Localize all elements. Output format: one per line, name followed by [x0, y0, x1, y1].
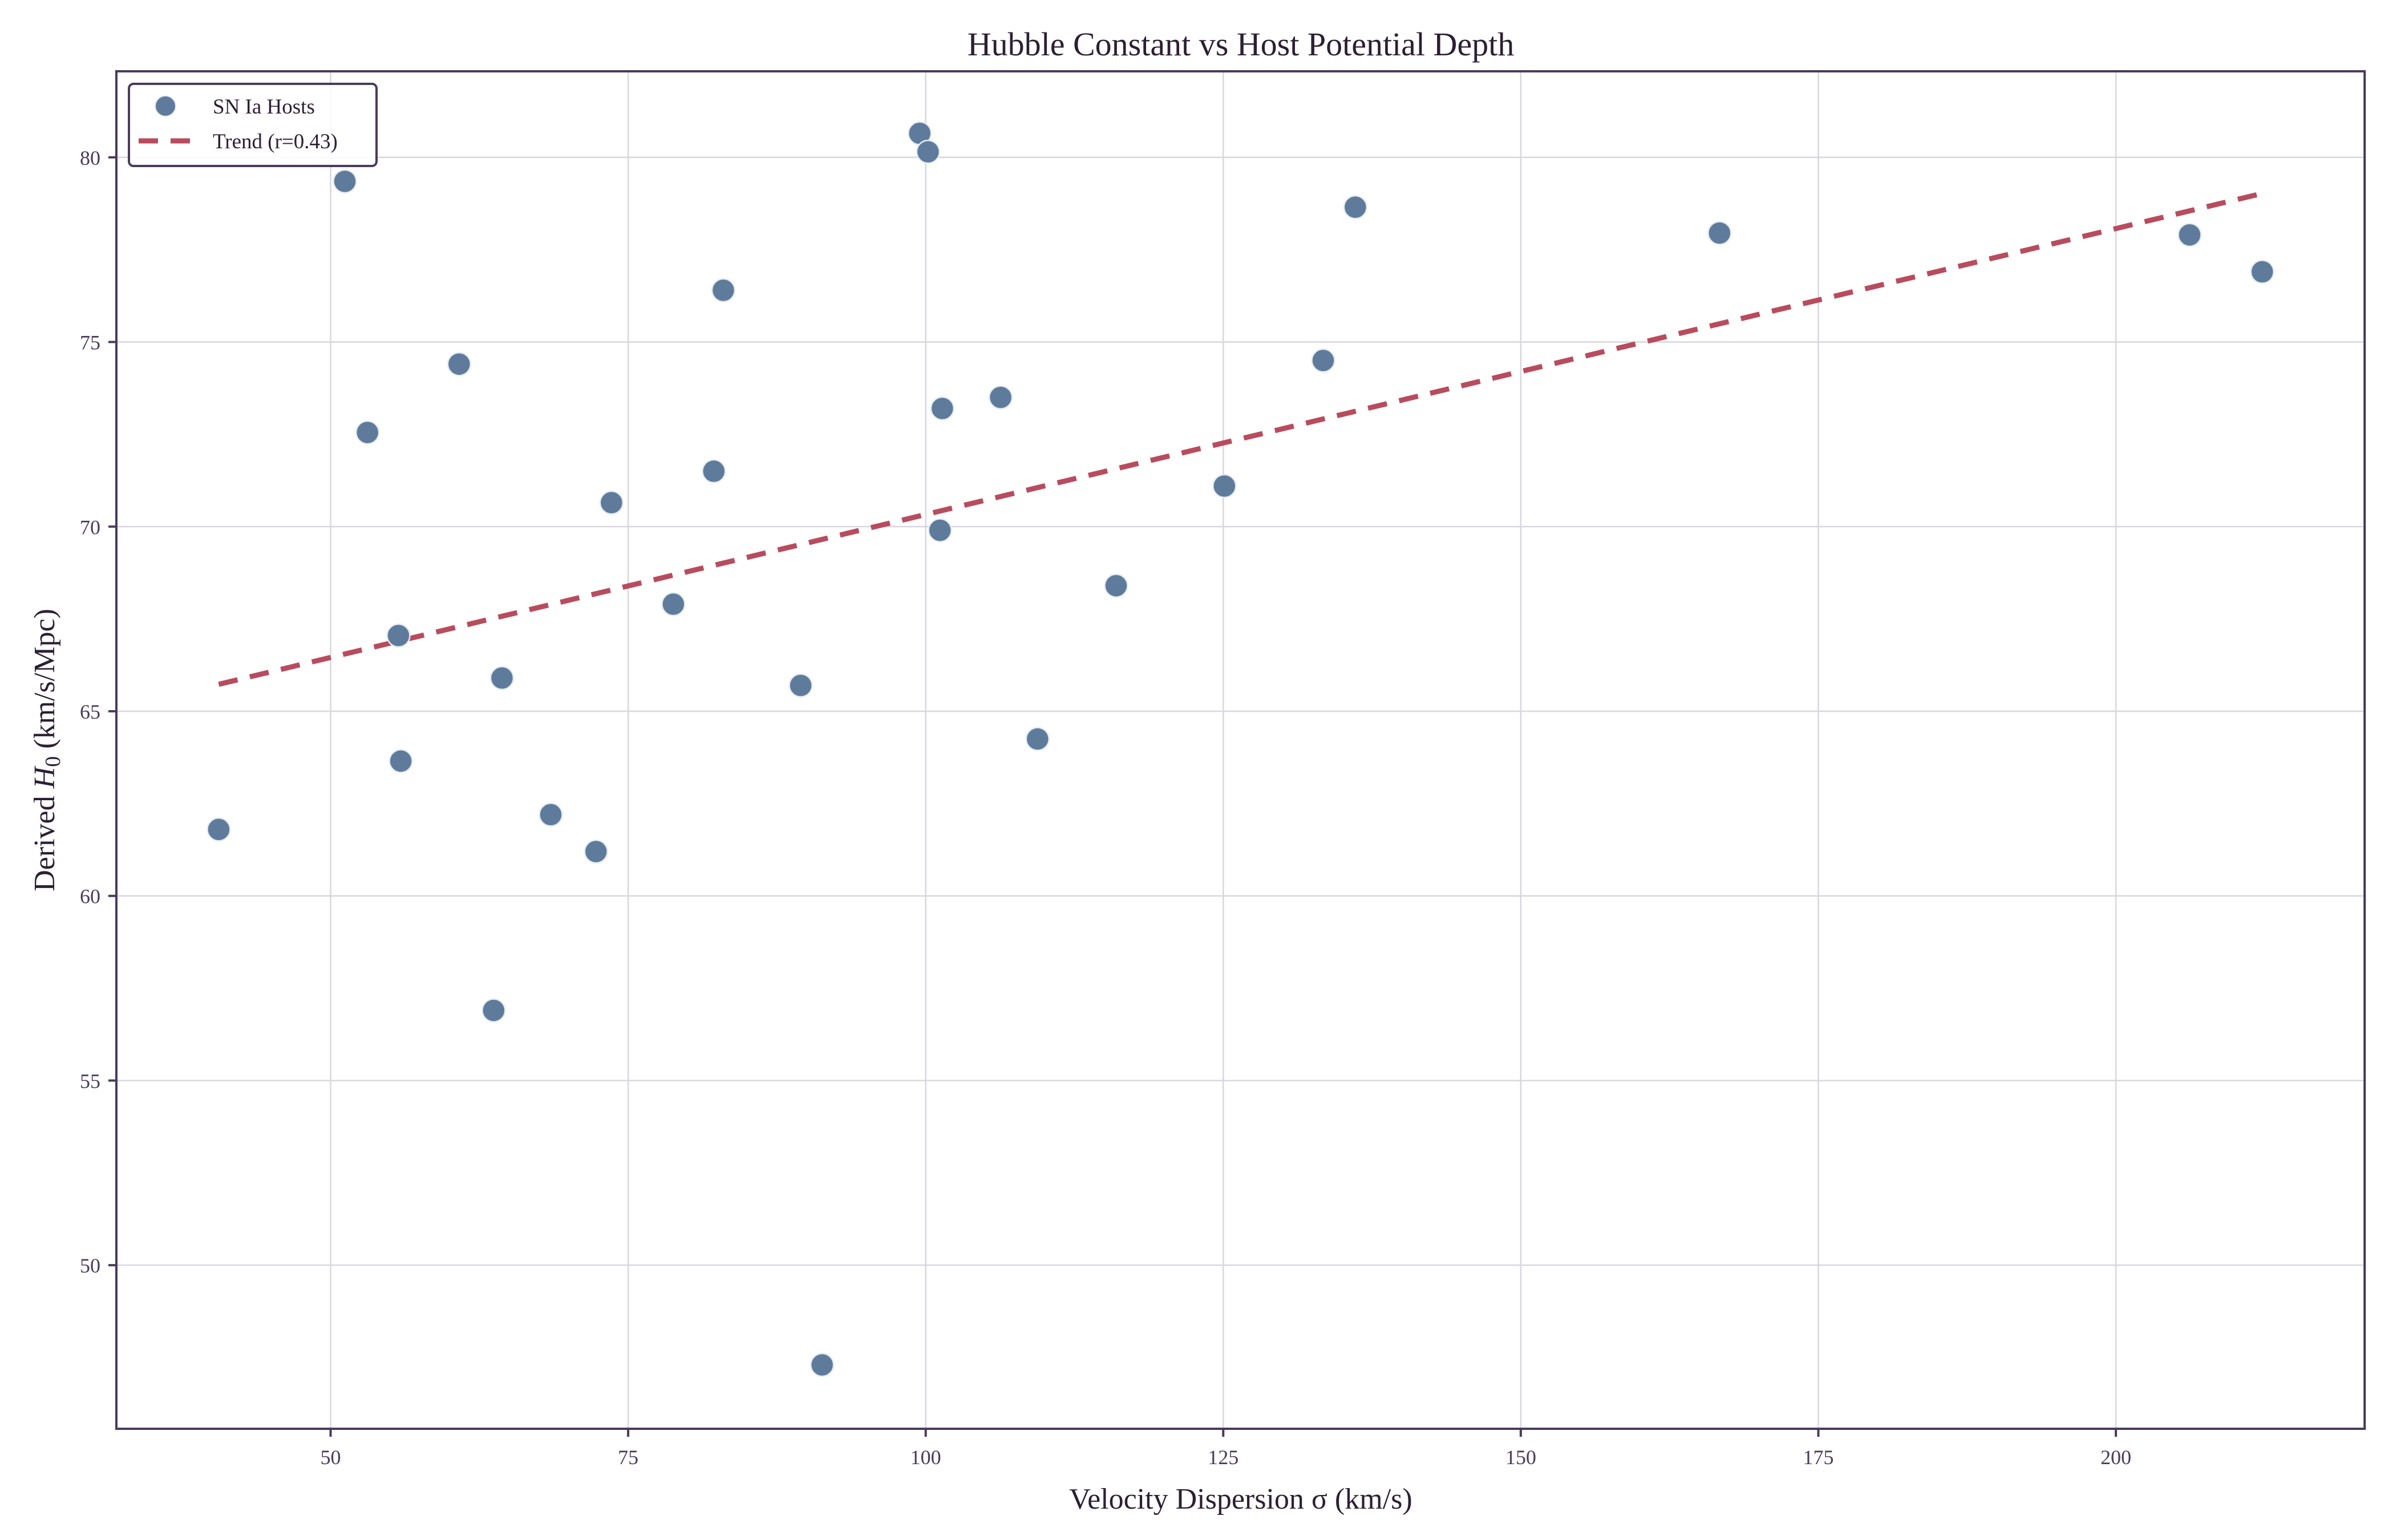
chart-title: Hubble Constant vs Host Potential Depth	[968, 26, 1515, 63]
x-tick-label: 175	[1803, 1446, 1834, 1469]
y-tick-label: 75	[80, 331, 100, 354]
data-point	[661, 592, 686, 617]
data-point	[355, 420, 380, 445]
data-point	[810, 1352, 835, 1377]
y-tick-label: 80	[80, 147, 100, 169]
y-tick-label: 60	[80, 885, 100, 908]
data-point	[599, 490, 624, 515]
x-tick-label: 125	[1208, 1446, 1239, 1469]
data-point	[788, 673, 813, 698]
data-point	[388, 749, 413, 773]
x-axis-ticks: 50 75 100 125 150 175 200	[321, 1429, 2131, 1469]
plot-frame	[115, 70, 2366, 1430]
data-point	[988, 385, 1013, 410]
data-point	[1707, 221, 1732, 245]
data-point	[2178, 222, 2202, 248]
legend: SN Ia Hosts Trend (r=0.43)	[128, 83, 378, 167]
legend-marker-icon	[155, 95, 176, 117]
data-point	[207, 817, 231, 842]
data-point	[1212, 473, 1237, 499]
x-axis-label-text: Velocity Dispersion σ (km/s)	[1069, 1483, 1412, 1515]
data-point	[447, 352, 472, 376]
y-tick-label: 65	[80, 700, 100, 723]
legend-box	[128, 83, 378, 167]
y-axis-label-subscript: 0	[41, 756, 65, 767]
y-axis-label-suffix: (km/s/Mpc)	[29, 609, 61, 756]
y-tick-label: 70	[80, 516, 100, 538]
y-axis-label-prefix: Derived	[29, 788, 61, 891]
data-point	[584, 839, 609, 864]
data-points	[207, 121, 2274, 1377]
x-tick-label: 150	[1505, 1446, 1536, 1469]
data-point	[2250, 260, 2274, 284]
data-point	[1311, 348, 1335, 373]
data-point	[711, 278, 736, 303]
data-point	[481, 998, 506, 1023]
data-point	[1343, 195, 1368, 220]
data-point	[916, 139, 941, 164]
trend-line	[218, 192, 2260, 687]
trend-dashed-line	[218, 192, 2260, 687]
y-axis-label: Derived H0 (km/s/Mpc)	[29, 609, 65, 891]
data-point	[702, 459, 726, 484]
y-axis-ticks: 50 55 60 65 70 75 80	[80, 147, 116, 1277]
y-tick-label: 55	[80, 1069, 100, 1092]
data-point	[539, 803, 563, 827]
x-tick-label: 75	[618, 1446, 638, 1469]
data-point	[930, 396, 955, 421]
legend-label-trend: Trend (r=0.43)	[213, 130, 338, 153]
x-axis-label: Velocity Dispersion σ (km/s)	[1069, 1483, 1412, 1515]
data-point	[489, 666, 515, 690]
data-point	[386, 623, 411, 648]
x-tick-label: 50	[321, 1446, 341, 1469]
grid-lines	[116, 71, 2365, 1429]
y-axis-label-symbol: H	[29, 765, 61, 789]
data-point	[1104, 573, 1128, 598]
y-tick-label: 50	[80, 1254, 100, 1277]
data-point	[1025, 727, 1050, 751]
x-tick-label: 100	[910, 1446, 941, 1469]
legend-label-sn-ia-hosts: SN Ia Hosts	[213, 95, 315, 119]
x-tick-label: 200	[2100, 1446, 2131, 1469]
data-point	[928, 518, 952, 543]
data-point	[333, 169, 357, 194]
